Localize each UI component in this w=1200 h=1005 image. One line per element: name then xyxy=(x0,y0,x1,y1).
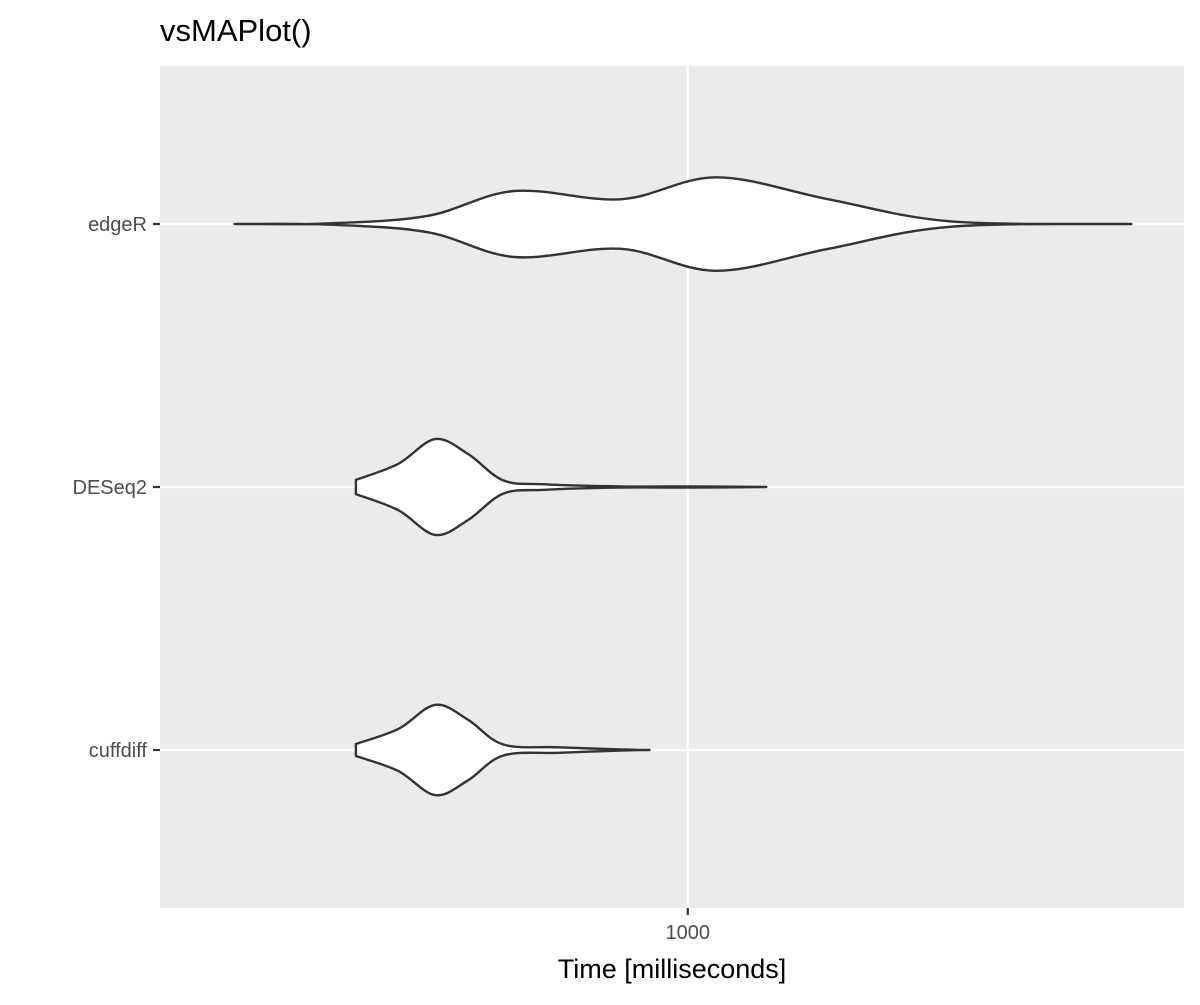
x-axis-title: Time [milliseconds] xyxy=(558,954,787,984)
y-tick-label: edgeR xyxy=(88,214,147,236)
violins xyxy=(233,176,1133,797)
y-tick-label: DESeq2 xyxy=(73,477,148,499)
y-tick-label: cuffdiff xyxy=(89,740,148,762)
violin-cuffdiff xyxy=(354,703,651,797)
violin-deseq2 xyxy=(354,437,768,537)
axes: edgeR DESeq2 cuffdiff 1000 xyxy=(73,214,711,944)
chart-title: vsMAPlot() xyxy=(160,13,312,48)
violin-edger xyxy=(233,176,1133,272)
x-tick-label: 1000 xyxy=(666,922,711,944)
